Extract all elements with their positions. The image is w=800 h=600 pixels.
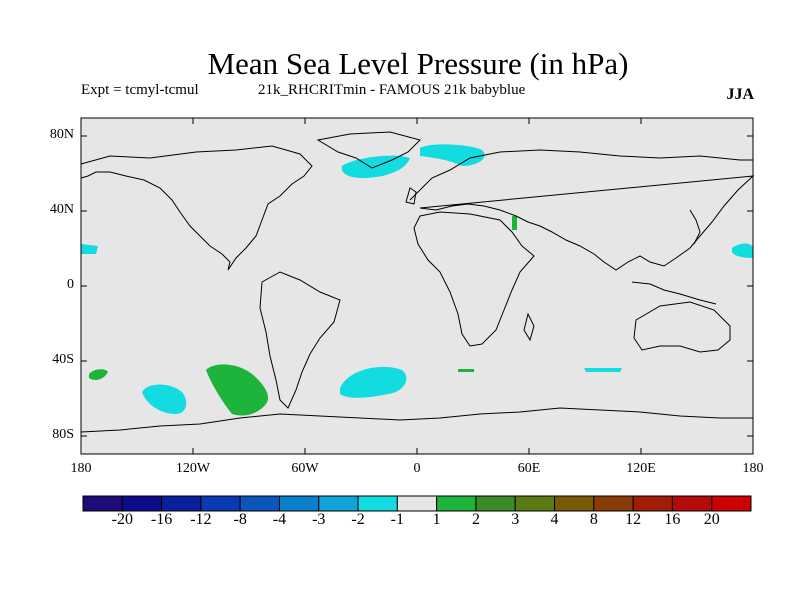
colorbar-label: -4	[272, 511, 287, 528]
anomaly-green-southeast-pacific	[206, 364, 269, 416]
coast-south-america	[259, 271, 341, 409]
coastlines	[80, 131, 755, 433]
colorbar-label: -3	[312, 511, 326, 528]
season-label: JJA	[726, 86, 754, 103]
map-title: Mean Sea Level Pressure (in hPa)	[207, 46, 629, 81]
colorbar-label: 12	[625, 511, 642, 528]
colorbar-label: 20	[703, 511, 720, 528]
colorbar-swatch	[239, 495, 280, 512]
colorbar-label: -8	[233, 511, 247, 528]
lon-label-60e: 60E	[517, 461, 541, 476]
colorbar-swatch	[278, 495, 320, 512]
colorbar-swatch	[82, 495, 123, 512]
lat-label-40s: 40S	[52, 352, 74, 367]
coast-africa	[413, 211, 535, 347]
anomaly-cyan-pacific-west	[81, 244, 98, 254]
lat-label-80s: 80S	[52, 427, 74, 442]
colorbar-swatch	[475, 495, 516, 512]
coast-greenland	[316, 131, 421, 169]
colorbar-label: 4	[550, 511, 559, 528]
colorbar-swatch	[436, 495, 477, 512]
colorbar-label: -20	[111, 511, 133, 528]
coast-uk	[405, 187, 417, 205]
lon-label-120e: 120E	[626, 461, 656, 476]
colorbar-label: 8	[589, 511, 598, 528]
lat-label-80n: 80N	[49, 127, 74, 142]
colorbar-swatch	[161, 495, 202, 512]
colorbar-swatch	[121, 495, 163, 512]
colorbar-label: 16	[664, 511, 681, 528]
lon-label-180w: 180	[70, 461, 92, 476]
anomaly-cyan-pacific-east	[732, 243, 753, 258]
coast-antarctica	[80, 407, 753, 433]
map-background	[81, 118, 753, 454]
anomaly-green-red-sea	[512, 216, 517, 230]
colorbar-swatch	[200, 495, 241, 512]
coast-europe-asia	[409, 149, 755, 271]
colorbar-swatch	[318, 495, 359, 512]
coast-madagascar	[523, 312, 535, 342]
anomaly-cyan-barents	[420, 144, 485, 166]
lon-label-0: 0	[413, 461, 421, 476]
colorbar-swatch	[514, 495, 556, 512]
colorbar-swatch	[554, 495, 595, 512]
colorbar-swatch	[593, 495, 634, 512]
coast-australia	[633, 301, 731, 353]
colorbar-label: 2	[471, 511, 480, 528]
colorbar-swatch	[632, 495, 673, 512]
anomaly-cyan-indian	[584, 368, 622, 372]
lon-ticks	[80, 118, 754, 454]
experiment-name: 21k_RHCRITmin - FAMOUS 21k babyblue	[258, 82, 526, 98]
colorbar-label: 1	[432, 511, 441, 528]
lat-ticks	[81, 135, 753, 437]
colorbar-swatch	[671, 495, 713, 512]
colorbar-label: 3	[511, 511, 520, 528]
colorbar-label: -12	[190, 511, 212, 528]
colorbar-swatch	[357, 495, 398, 512]
experiment-label: Expt = tcmyl-tcmul	[81, 82, 199, 98]
anomaly-green-indian-strip	[458, 369, 474, 372]
colorbar-label: -2	[351, 511, 365, 528]
lon-label-120w: 120W	[175, 461, 211, 476]
colorbar-label: -16	[150, 511, 173, 528]
colorbar-swatch	[711, 495, 752, 512]
coast-japan	[689, 209, 701, 245]
lat-label-40n: 40N	[49, 202, 74, 217]
anomaly-cyan-south-pacific	[142, 384, 187, 414]
coast-north-america	[80, 145, 313, 271]
lon-label-60w: 60W	[291, 461, 319, 476]
colorbar-swatch	[396, 495, 438, 512]
colorbar-label: -1	[390, 511, 404, 528]
lat-label-equator: 0	[67, 277, 74, 292]
anomaly-cyan-south-atlantic	[340, 366, 407, 398]
coast-indonesia	[631, 281, 717, 305]
anomaly-green-southwest-pacific	[89, 369, 108, 380]
lon-label-180e: 180	[742, 461, 764, 476]
